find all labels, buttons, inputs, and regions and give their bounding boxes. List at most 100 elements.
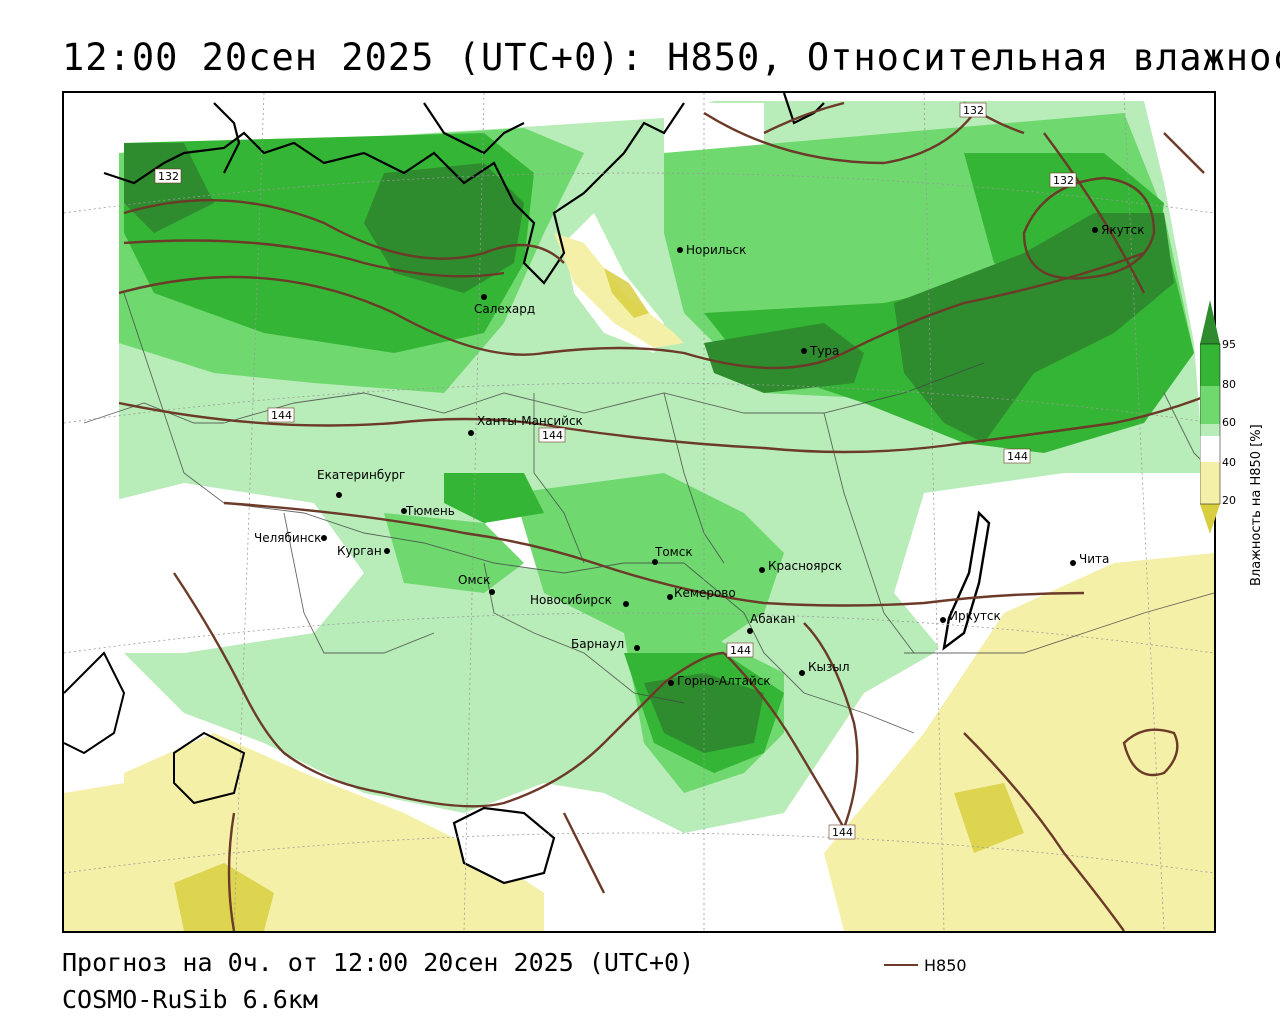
city-dot xyxy=(667,594,673,600)
city-marker[interactable]: Норильск xyxy=(677,243,746,257)
city-marker[interactable]: Екатеринбург xyxy=(317,468,405,498)
weather-map[interactable]: 132 132 132 144 144 144 144 144 Норильск Якутск С… xyxy=(62,91,1216,933)
isoline-144-south xyxy=(173,572,725,808)
city-dot xyxy=(321,535,327,541)
isoline-s xyxy=(562,812,606,894)
city-label: Тюмень xyxy=(405,504,455,518)
city-marker[interactable]: Иркутск xyxy=(940,609,1001,623)
legend-line-swatch xyxy=(884,964,918,966)
humidity-above-95 xyxy=(124,143,214,233)
legend-line-label: H850 xyxy=(924,955,967,975)
svg-text:144: 144 xyxy=(832,826,853,839)
city-dot xyxy=(623,601,629,607)
city-label: Кемерово xyxy=(674,586,736,600)
city-dot xyxy=(652,559,658,565)
colorbar-tick-95: 95 xyxy=(1222,338,1236,351)
isoline-132-north2 xyxy=(763,101,845,135)
isoline-east-trough xyxy=(1043,132,1146,294)
colorbar-tick-60: 60 xyxy=(1222,416,1236,429)
city-marker[interactable]: Горно-Алтайск xyxy=(668,674,771,688)
city-label: Абакан xyxy=(750,612,795,626)
colorbar-tick-80: 80 xyxy=(1222,378,1236,391)
isoline-144 xyxy=(118,391,1214,454)
city-marker[interactable]: Салехард xyxy=(474,294,535,316)
city-dot xyxy=(634,645,640,651)
isoline-132-west-inner xyxy=(123,239,505,278)
colorbar: 95 80 60 40 20 xyxy=(1200,300,1236,534)
isoline-138 xyxy=(118,251,1145,370)
city-label: Барнаул xyxy=(571,637,624,651)
city-marker[interactable]: Новосибирск xyxy=(530,593,629,607)
isoline-label: 144 xyxy=(726,642,754,658)
city-label: Салехард xyxy=(474,302,535,316)
city-label: Тура xyxy=(809,344,839,358)
city-dot xyxy=(747,628,753,634)
city-marker[interactable]: Красноярск xyxy=(759,559,842,573)
city-dot xyxy=(468,430,474,436)
city-label: Красноярск xyxy=(768,559,842,573)
city-marker[interactable]: Тура xyxy=(801,344,839,358)
city-marker[interactable]: Курган xyxy=(337,544,390,558)
svg-text:144: 144 xyxy=(271,409,292,422)
city-marker[interactable]: Тюмень xyxy=(401,504,455,518)
isoline-sw xyxy=(227,812,236,931)
city-label: Новосибирск xyxy=(530,593,612,607)
city-label: Ханты-Мансийск xyxy=(477,414,583,428)
city-dot xyxy=(1070,560,1076,566)
map-title: 12:00 20сен 2025 (UTC+0): H850, Относите… xyxy=(62,36,1280,79)
isoline-label: 144 xyxy=(267,407,295,423)
city-dot xyxy=(759,567,765,573)
city-marker[interactable]: Абакан xyxy=(747,612,795,634)
city-marker[interactable]: Томск xyxy=(652,545,693,565)
isoline-se-ring xyxy=(1122,728,1179,777)
city-label: Челябинск xyxy=(254,531,321,545)
svg-text:132: 132 xyxy=(158,170,179,183)
city-dot xyxy=(401,508,407,514)
city-marker[interactable]: Кемерово xyxy=(667,586,736,600)
city-marker[interactable]: Барнаул xyxy=(571,637,640,651)
svg-text:144: 144 xyxy=(542,429,563,442)
colorbar-tick-20: 20 xyxy=(1222,494,1236,507)
isoline-label: 144 xyxy=(828,824,856,840)
city-label: Курган xyxy=(337,544,382,558)
isoline-legend: H850 xyxy=(884,953,967,977)
city-dot xyxy=(1092,227,1098,233)
city-label: Екатеринбург xyxy=(317,468,405,482)
city-dot xyxy=(384,548,390,554)
city-label: Томск xyxy=(654,545,693,559)
city-marker[interactable]: Ханты-Мансийск xyxy=(468,414,583,436)
isoline-144-se xyxy=(723,652,846,829)
city-label: Норильск xyxy=(686,243,746,257)
city-dot xyxy=(489,589,495,595)
city-label: Омск xyxy=(458,573,490,587)
city-label: Кызыл xyxy=(808,660,850,674)
svg-text:144: 144 xyxy=(1007,450,1028,463)
city-label: Иркутск xyxy=(949,609,1001,623)
city-dot xyxy=(677,247,683,253)
city-marker[interactable]: Чита xyxy=(1070,552,1109,566)
humidity-below-20 xyxy=(174,863,274,931)
city-dot xyxy=(801,348,807,354)
city-label: Чита xyxy=(1079,552,1109,566)
svg-text:144: 144 xyxy=(730,644,751,657)
isoline-center xyxy=(223,501,1085,607)
city-marker[interactable]: Якутск xyxy=(1092,223,1145,237)
isoline-label: 132 xyxy=(959,102,987,118)
isoline-label: 144 xyxy=(1003,448,1031,464)
city-label: Якутск xyxy=(1101,223,1145,237)
city-marker[interactable]: Омск xyxy=(458,573,495,595)
city-label: Горно-Алтайск xyxy=(677,674,771,688)
city-dot xyxy=(336,492,342,498)
colorbar-title: Влажность на H850 [%] xyxy=(1249,424,1264,586)
city-dot xyxy=(799,670,805,676)
isoline-label: 144 xyxy=(538,427,566,443)
isoline-132-north xyxy=(703,111,975,165)
isoline-label: 132 xyxy=(154,168,182,184)
city-marker[interactable]: Челябинск xyxy=(254,531,327,545)
colorbar-tick-40: 40 xyxy=(1222,456,1236,469)
isoline-label: 132 xyxy=(1049,172,1077,188)
city-dot xyxy=(668,680,674,686)
city-marker[interactable]: Кызыл xyxy=(799,660,850,676)
city-dot xyxy=(940,617,946,623)
svg-text:132: 132 xyxy=(1053,174,1074,187)
